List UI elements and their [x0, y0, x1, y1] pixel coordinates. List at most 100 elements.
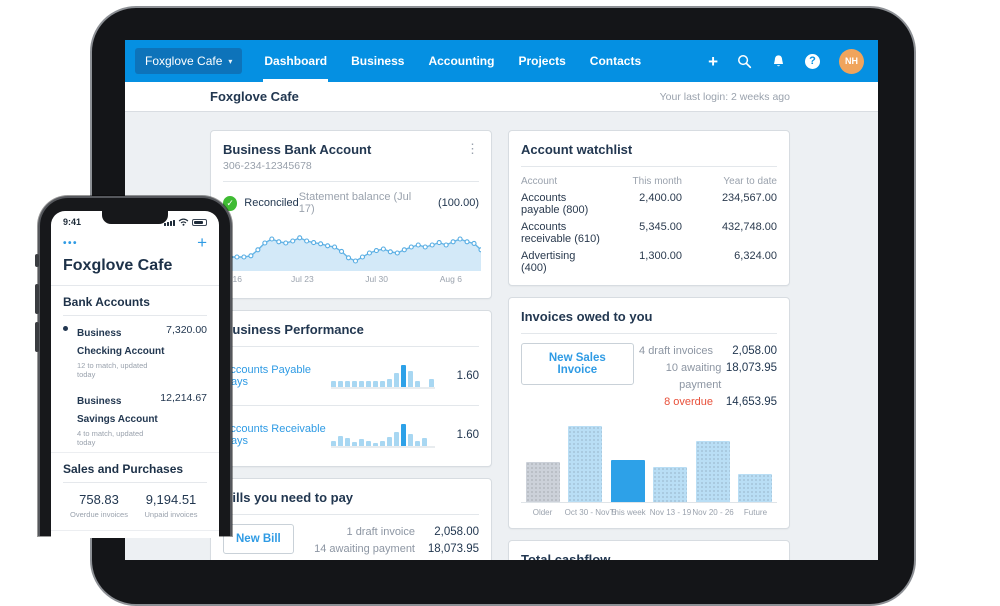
cashflow-panel-title: Total cashflow — [521, 552, 611, 560]
watchlist-cell: 234,567.00 — [721, 192, 777, 204]
org-selector[interactable]: Foxglove Cafe ▾ — [135, 48, 243, 74]
wifi-icon — [178, 218, 189, 226]
overdue-invoices-value: 758.83 — [79, 492, 119, 507]
phone-toolbar: ••• + — [51, 228, 219, 252]
nav-item-dashboard[interactable]: Dashboard — [252, 40, 339, 82]
watchlist-cell: Accounts payable (800) — [521, 192, 589, 216]
bar-label: Oct 30 - Nov 5 — [564, 508, 617, 517]
bar-label: Nov 13 - 19 — [649, 508, 692, 517]
bar-label: Older — [532, 508, 553, 517]
overdue-invoices-label: Overdue invoices — [70, 510, 128, 519]
mini-bar — [394, 373, 399, 387]
dashboard-content: Business Bank Account 306-234-12345678 ⋮… — [125, 112, 878, 560]
phone-volume-down-button — [35, 322, 39, 352]
mini-bar — [394, 432, 399, 446]
bullet-dot-icon — [63, 323, 77, 331]
bar-chart-bars — [521, 426, 777, 503]
mini-bar — [373, 381, 378, 387]
divider — [521, 166, 777, 167]
x-tick-label: Jul 30 — [365, 274, 388, 284]
cash-in-out-heading: Total Cash In and Out — [63, 531, 207, 538]
avatar[interactable]: NH — [839, 48, 864, 74]
watchlist-col-account: Account — [521, 176, 558, 187]
menu-dots-icon[interactable]: ••• — [63, 237, 79, 249]
watchlist-cell: 1,300.00 — [639, 250, 682, 262]
search-icon[interactable] — [737, 54, 752, 69]
mini-bar — [338, 436, 343, 446]
nav-items: Dashboard Business Accounting Projects C… — [252, 40, 653, 82]
unpaid-invoices-label: Unpaid invoices — [144, 510, 198, 519]
phone-mute-switch — [35, 254, 39, 267]
phone-status-bar: 9:41 — [51, 211, 219, 228]
panel-business-performance: Business Performance Accounts Payable Da… — [210, 310, 492, 467]
bills-awaiting-label: 14 awaiting payment — [314, 543, 415, 555]
receivable-days-chart — [331, 422, 435, 448]
chevron-down-icon: ▾ — [228, 56, 233, 66]
org-selector-label: Foxglove Cafe — [145, 54, 223, 68]
divider — [223, 514, 479, 515]
accounts-receivable-days-link[interactable]: Accounts Receivable Days — [223, 423, 326, 447]
accounts-payable-days-link[interactable]: Accounts Payable Days — [223, 364, 312, 388]
bills-awaiting-value: 18,073.95 — [427, 543, 479, 555]
mini-bar — [352, 442, 357, 446]
payable-days-value: 1.60 — [456, 370, 479, 382]
receivable-days-value: 1.60 — [456, 429, 479, 441]
watchlist-cell: 6,324.00 — [734, 250, 777, 262]
nav-item-contacts[interactable]: Contacts — [589, 54, 642, 68]
bank-account-number: 306-234-12345678 — [223, 160, 312, 172]
plus-icon[interactable]: + — [708, 51, 718, 71]
phone-section-bank-accounts: Bank Accounts Business Checking Account … — [51, 286, 219, 452]
phone-app-title: Foxglove Cafe — [51, 250, 219, 286]
bar-chart-labels: Older Oct 30 - Nov 5 This week Nov 13 - 19 N… — [521, 508, 777, 517]
bank-accounts-heading: Bank Accounts — [63, 286, 207, 316]
mini-bar — [359, 439, 364, 446]
sparkline-svg — [223, 235, 481, 271]
mini-bar — [408, 371, 413, 387]
performance-panel-title: Business Performance — [223, 322, 364, 337]
statement-balance-label: Statement balance (Jul 17) — [298, 191, 412, 215]
status-time: 9:41 — [63, 216, 82, 227]
account-name: Business Savings Account — [77, 396, 158, 425]
unpaid-invoices-value: 9,194.51 — [145, 492, 197, 507]
overflow-menu-icon[interactable]: ⋮ — [466, 141, 479, 156]
watchlist-col-ytd: Year to date — [723, 176, 777, 187]
mini-bar — [366, 441, 371, 446]
list-item[interactable]: Business Checking Account 12 to match, u… — [63, 316, 207, 384]
phone-notch — [102, 211, 168, 224]
plus-icon[interactable]: + — [197, 233, 207, 252]
bar — [568, 426, 603, 502]
bar — [610, 460, 645, 502]
bills-draft-value: 2,058.00 — [434, 526, 479, 538]
list-item[interactable]: Business Savings Account 4 to match, upd… — [63, 384, 207, 452]
nav-item-business[interactable]: Business — [351, 54, 405, 68]
help-icon[interactable]: ? — [805, 53, 820, 69]
invoices-awaiting-label: 10 awaiting payment — [665, 362, 722, 391]
bank-panel-title: Business Bank Account — [223, 142, 372, 157]
nav-item-projects[interactable]: Projects — [518, 54, 566, 68]
x-tick-label: Jul 23 — [291, 274, 314, 284]
new-bill-button[interactable]: New Bill — [223, 524, 294, 554]
bar-label: Nov 20 - 26 — [692, 508, 734, 517]
new-sales-invoice-button[interactable]: New Sales Invoice — [521, 343, 634, 385]
x-tick-label: Aug 6 — [439, 274, 462, 284]
watchlist-col-this-month: This month — [632, 176, 682, 187]
mini-bar — [429, 379, 434, 387]
bullet-dot-icon — [63, 391, 77, 394]
signal-icon — [164, 219, 175, 226]
reconciled-check-icon: ✓ — [223, 195, 238, 211]
bills-overdue-label: 11 overdue — [361, 558, 415, 560]
mini-bar — [408, 434, 413, 446]
invoices-panel-title: Invoices owed to you — [521, 309, 653, 324]
sales-purchases-heading: Sales and Purchases — [63, 453, 207, 483]
mini-bar — [380, 441, 385, 446]
invoices-overdue-label: 8 overdue — [664, 396, 713, 408]
mini-bar — [331, 441, 336, 446]
bell-icon[interactable] — [771, 54, 786, 69]
nav-item-accounting[interactable]: Accounting — [428, 54, 495, 68]
mini-bar — [373, 443, 378, 446]
bar — [525, 462, 560, 502]
phone-device: 9:41 ••• + Foxglove Cafe Bank Accounts — [35, 196, 232, 538]
statement-balance-value: (100.00) — [438, 197, 479, 209]
